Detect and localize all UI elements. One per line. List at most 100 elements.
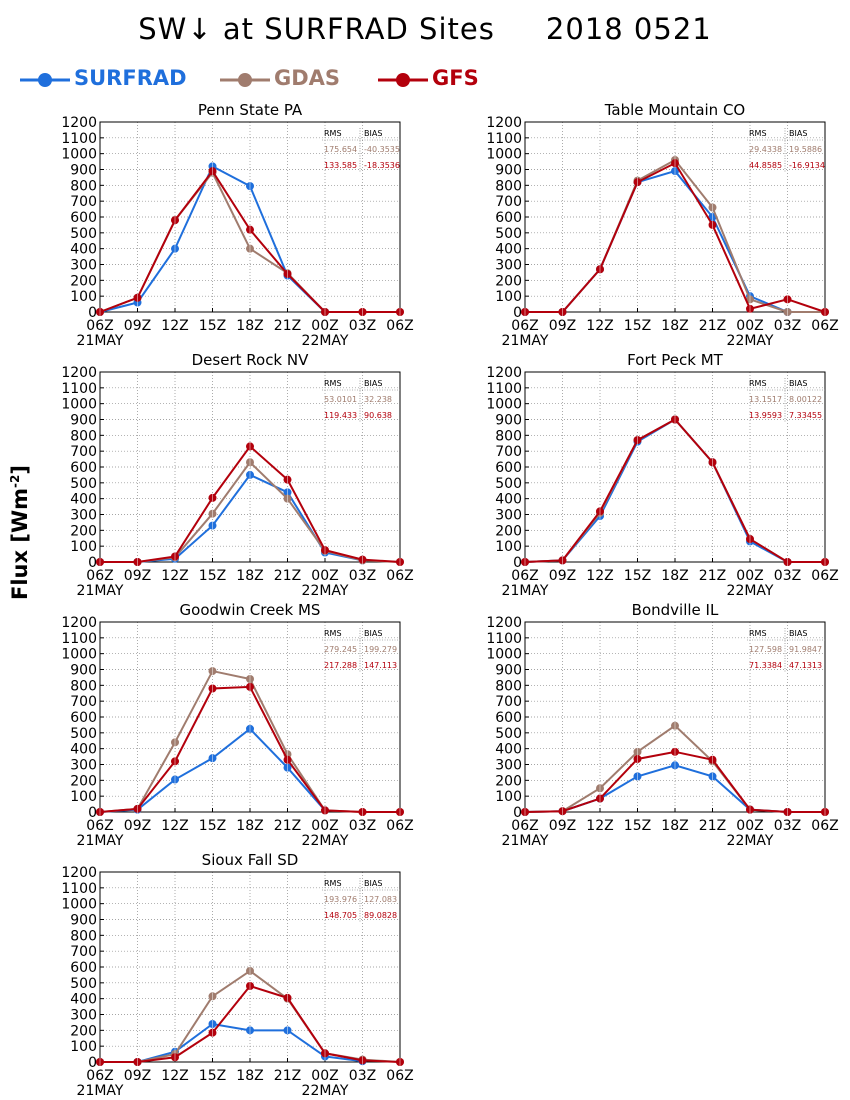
y-tick-label: 400 bbox=[495, 742, 522, 758]
plot-area: Penn State PA 010020030040050060070080090… bbox=[61, 101, 413, 349]
chart-panel-sioux-fall-sd: Sioux Fall SD 010020030040050060070080090… bbox=[61, 851, 413, 1099]
y-tick-label: 600 bbox=[495, 460, 522, 476]
legend-marker-surfrad bbox=[20, 73, 70, 87]
y-tick-label: 100 bbox=[495, 289, 522, 305]
x-date-label: 21MAY bbox=[502, 833, 549, 849]
stats-bias-gfs: 47.1313 bbox=[789, 661, 822, 670]
x-tick-label: 09Z bbox=[549, 318, 576, 334]
stats-rms-gdas: 175.654 bbox=[324, 145, 357, 154]
x-date-label: 22MAY bbox=[727, 333, 774, 349]
y-axis-label-text: Flux [Wm bbox=[8, 488, 32, 600]
legend-label-surfrad: SURFRAD bbox=[74, 66, 187, 90]
x-tick-label: 00Z bbox=[311, 818, 338, 834]
series-gfs bbox=[96, 682, 404, 816]
x-date-label: 22MAY bbox=[302, 583, 349, 599]
y-axis-label-exponent: -2 bbox=[8, 474, 22, 488]
y-tick-label: 1100 bbox=[61, 381, 97, 397]
x-tick-label: 06Z bbox=[511, 818, 538, 834]
x-tick-label: 06Z bbox=[386, 318, 413, 334]
stats-header-bias: BIAS bbox=[364, 879, 382, 888]
x-tick-label: 03Z bbox=[349, 568, 376, 584]
y-tick-label: 0 bbox=[513, 305, 522, 321]
stats-rms-gdas: 127.598 bbox=[749, 645, 782, 654]
y-tick-label: 100 bbox=[70, 789, 97, 805]
chart-panel-penn-state-pa: Penn State PA 010020030040050060070080090… bbox=[61, 101, 413, 349]
x-tick-label: 06Z bbox=[811, 568, 838, 584]
x-tick-label: 06Z bbox=[86, 318, 113, 334]
x-tick-label: 21Z bbox=[699, 318, 726, 334]
stats-header-bias: BIAS bbox=[364, 379, 382, 388]
y-tick-label: 900 bbox=[70, 413, 97, 429]
grid bbox=[525, 622, 825, 812]
y-tick-label: 400 bbox=[70, 992, 97, 1008]
x-tick-label: 06Z bbox=[386, 1068, 413, 1084]
y-tick-label: 300 bbox=[70, 258, 97, 274]
x-tick-label: 09Z bbox=[124, 568, 151, 584]
x-tick-label: 21Z bbox=[699, 818, 726, 834]
stats-bias-gdas: 32.238 bbox=[364, 395, 392, 404]
x-tick-label: 18Z bbox=[661, 318, 688, 334]
page-title: SW↓ at SURFRAD Sites 2018 0521 bbox=[138, 12, 712, 46]
y-tick-label: 900 bbox=[495, 163, 522, 179]
grid bbox=[525, 372, 825, 562]
stats-rms-gdas: 279.245 bbox=[324, 645, 357, 654]
stats-bias-gdas: -40.3535 bbox=[364, 145, 400, 154]
stats-rms-gfs: 217.288 bbox=[324, 661, 357, 670]
stats-rms-gfs: 13.9593 bbox=[749, 411, 782, 420]
y-tick-label: 700 bbox=[70, 444, 97, 460]
y-tick-label: 500 bbox=[70, 976, 97, 992]
y-tick-label: 900 bbox=[495, 663, 522, 679]
series-surfrad bbox=[521, 167, 792, 316]
x-tick-label: 12Z bbox=[161, 318, 188, 334]
x-tick-label: 00Z bbox=[736, 568, 763, 584]
stats-header-bias: BIAS bbox=[789, 129, 807, 138]
x-tick-label: 06Z bbox=[86, 818, 113, 834]
legend-marker-gdas bbox=[220, 73, 270, 87]
x-tick-label: 06Z bbox=[811, 818, 838, 834]
stats-header-rms: RMS bbox=[324, 629, 342, 638]
y-tick-label: 200 bbox=[70, 773, 97, 789]
panel-title: Bondville IL bbox=[632, 601, 719, 619]
y-tick-label: 700 bbox=[495, 194, 522, 210]
stats-header-bias: BIAS bbox=[789, 629, 807, 638]
y-tick-label: 1200 bbox=[61, 865, 97, 881]
x-tick-label: 18Z bbox=[236, 818, 263, 834]
y-tick-label: 900 bbox=[70, 663, 97, 679]
stats-header-rms: RMS bbox=[749, 129, 767, 138]
x-tick-label: 03Z bbox=[774, 818, 801, 834]
y-tick-label: 100 bbox=[495, 789, 522, 805]
y-tick-label: 1000 bbox=[486, 147, 522, 163]
series-line-surfrad bbox=[525, 169, 788, 313]
x-tick-label: 09Z bbox=[124, 318, 151, 334]
x-tick-label: 06Z bbox=[511, 568, 538, 584]
x-tick-label: 12Z bbox=[161, 1068, 188, 1084]
y-tick-label: 100 bbox=[70, 539, 97, 555]
x-tick-label: 06Z bbox=[86, 1068, 113, 1084]
y-tick-label: 1000 bbox=[486, 647, 522, 663]
x-tick-label: 18Z bbox=[661, 568, 688, 584]
chart-panel-fort-peck-mt: Fort Peck MT 0100200300400500600700800900… bbox=[486, 351, 838, 599]
series-gfs bbox=[521, 747, 829, 816]
y-tick-label: 100 bbox=[495, 539, 522, 555]
x-date-label: 22MAY bbox=[727, 833, 774, 849]
y-tick-label: 1200 bbox=[61, 365, 97, 381]
y-tick-label: 200 bbox=[70, 1023, 97, 1039]
y-tick-label: 0 bbox=[88, 805, 97, 821]
x-tick-label: 06Z bbox=[86, 568, 113, 584]
chart-panel-goodwin-creek-ms: Goodwin Creek MS 010020030040050060070080… bbox=[61, 601, 413, 849]
stats-bias-gfs: 90.638 bbox=[364, 411, 392, 420]
plot-area: Sioux Fall SD 010020030040050060070080090… bbox=[61, 851, 413, 1099]
x-tick-label: 00Z bbox=[736, 818, 763, 834]
y-tick-label: 400 bbox=[70, 492, 97, 508]
stats-rms-gdas: 53.0101 bbox=[324, 395, 357, 404]
stats-rms-gdas: 13.1517 bbox=[749, 395, 782, 404]
y-tick-label: 600 bbox=[70, 210, 97, 226]
legend-marker-gfs bbox=[378, 73, 428, 87]
y-tick-label: 1000 bbox=[61, 397, 97, 413]
panel-title: Penn State PA bbox=[198, 101, 303, 119]
grid bbox=[100, 622, 400, 812]
y-tick-label: 400 bbox=[70, 242, 97, 258]
x-date-label: 22MAY bbox=[302, 333, 349, 349]
series-gfs bbox=[96, 982, 404, 1066]
grid bbox=[525, 122, 825, 312]
